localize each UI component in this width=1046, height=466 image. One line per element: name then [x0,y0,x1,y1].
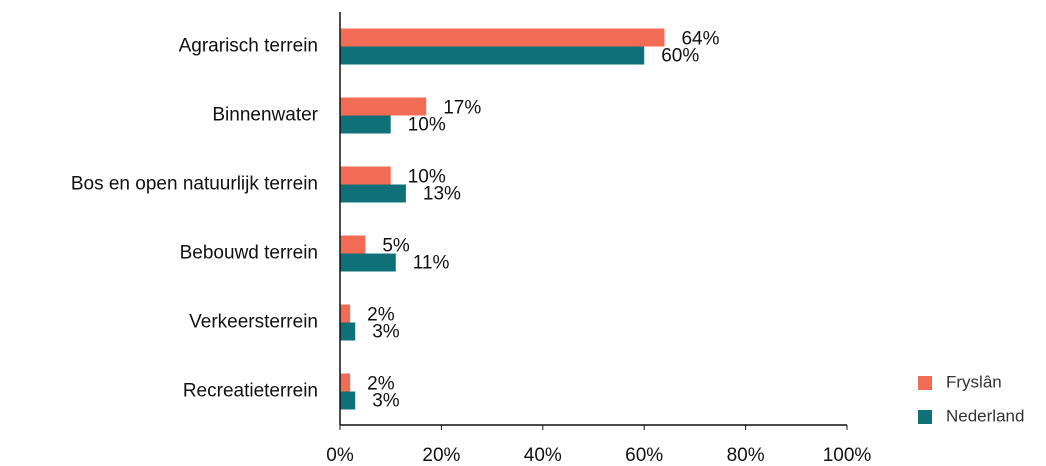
bar [340,166,391,185]
x-tick-label: 60% [625,445,663,466]
data-label: 64% [681,29,719,50]
bar [340,322,356,341]
y-tick-label: Bebouwd terrein [180,243,318,264]
data-label: 60% [661,46,699,67]
y-tick-label: Verkeersterrein [189,312,318,333]
data-label: 13% [423,184,461,205]
bar [340,46,645,65]
bar [340,391,356,410]
bar [340,253,396,272]
x-tick-label: 40% [524,445,562,466]
x-tick-label: 80% [727,445,765,466]
data-label: 2% [367,305,395,326]
bar [340,97,427,116]
legend-swatch [918,376,932,390]
x-tick-label: 0% [326,445,354,466]
y-tick-label: Bos en open natuurlijk terrein [71,174,318,195]
y-tick-label: Binnenwater [212,105,318,126]
legend: Fryslân Nederland [918,372,1024,425]
bar [340,235,366,254]
data-label: 2% [367,374,395,395]
bar [340,304,351,323]
legend-label: Fryslân [946,372,1002,391]
legend-label: Nederland [946,406,1024,425]
data-label: 17% [443,98,481,119]
data-label: 5% [382,236,410,257]
data-label: 3% [372,322,400,343]
data-label: 11% [413,253,450,274]
data-label: 10% [408,167,446,188]
bar [340,28,665,47]
data-label: 10% [408,115,446,136]
y-tick-label: Recreatieterrein [183,381,318,402]
bar [340,115,391,134]
bar [340,184,406,203]
bar [340,373,351,392]
legend-swatch [918,410,932,424]
y-tick-label: Agrarisch terrein [179,36,318,57]
data-label: 3% [372,391,400,412]
x-tick-label: 100% [823,445,872,466]
x-tick-label: 20% [422,445,460,466]
